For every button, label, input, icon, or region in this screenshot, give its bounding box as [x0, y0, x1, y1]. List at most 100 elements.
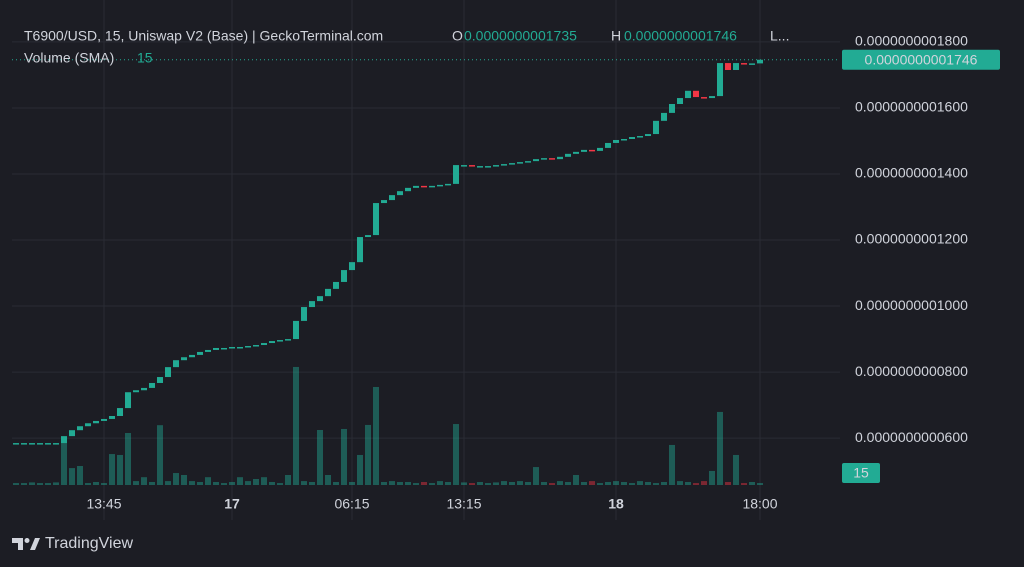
- x-tick-label: 18: [608, 496, 624, 512]
- volume-bar: [669, 444, 675, 485]
- logo-dot: [24, 538, 30, 543]
- candle-body: [61, 436, 67, 444]
- candle-body: [573, 151, 579, 154]
- candle-body: [69, 430, 75, 437]
- candle-body: [669, 103, 675, 113]
- volume-bar: [53, 482, 59, 485]
- volume-bar: [493, 482, 499, 485]
- volume-bar: [733, 454, 739, 485]
- volume-bar: [573, 474, 579, 485]
- candle-body: [533, 159, 539, 162]
- candle-body: [501, 164, 507, 166]
- candle-body: [429, 185, 435, 188]
- y-tick-label: 0.0000000001800: [855, 33, 968, 49]
- logo-mark: [30, 538, 40, 550]
- candle-body: [445, 183, 451, 186]
- candle-body: [485, 166, 491, 168]
- candle-body: [613, 139, 619, 143]
- volume-bar: [141, 477, 147, 485]
- volume-bar: [389, 481, 395, 485]
- volume-bar: [605, 482, 611, 485]
- candle-body: [125, 392, 131, 409]
- candle-body: [53, 443, 59, 445]
- volume-bar: [421, 482, 427, 485]
- candle-body: [725, 63, 731, 70]
- volume-value: 15: [137, 50, 153, 66]
- volume-bar: [277, 483, 283, 485]
- volume-bar: [397, 482, 403, 485]
- candle-body: [685, 90, 691, 99]
- candle-body: [293, 320, 299, 340]
- volume-bar: [85, 483, 91, 485]
- last-price-label: 0.0000000001746: [865, 51, 978, 67]
- volume-bar: [133, 481, 139, 485]
- candle-body: [509, 163, 515, 165]
- y-tick-label: 0.0000000000800: [855, 363, 968, 379]
- volume-bar: [653, 483, 659, 485]
- candle-body: [13, 443, 19, 445]
- volume-bar: [485, 483, 491, 485]
- candle-body: [181, 357, 187, 361]
- candle-body: [541, 158, 547, 160]
- volume-bar: [725, 482, 731, 485]
- volume-bar: [197, 482, 203, 485]
- candle-body: [221, 347, 227, 350]
- candle-body: [437, 184, 443, 187]
- candle-body: [693, 90, 699, 98]
- candle-body: [197, 351, 203, 355]
- x-tick-label: 18:00: [742, 496, 777, 512]
- volume-bar: [237, 477, 243, 485]
- high-value: 0.0000000001746: [624, 28, 737, 44]
- volume-bar: [429, 483, 435, 485]
- x-tick-label: 13:45: [86, 496, 121, 512]
- volume-bar: [557, 481, 563, 485]
- volume-pane: [13, 366, 763, 485]
- low-label: L...: [770, 28, 789, 44]
- volume-bar: [37, 483, 43, 485]
- volume-bar: [21, 483, 27, 485]
- volume-bar: [69, 468, 75, 485]
- volume-bar: [757, 483, 763, 485]
- grid: [12, 0, 840, 520]
- volume-label: Volume (SMA): [24, 50, 114, 66]
- last-price-box: [842, 49, 1000, 70]
- candle-body: [229, 346, 235, 349]
- y-tick-label: 0.0000000001400: [855, 165, 968, 181]
- x-tick-label: 17: [224, 496, 240, 512]
- volume-bar: [125, 433, 131, 485]
- candle-body: [341, 270, 347, 282]
- volume-bar: [61, 436, 67, 485]
- candle-body: [165, 367, 171, 378]
- volume-bar: [213, 482, 219, 485]
- x-tick-label: 06:15: [334, 496, 369, 512]
- candle-body: [269, 341, 275, 344]
- candle-body: [261, 343, 267, 346]
- candle-body: [365, 235, 371, 238]
- y-tick-label: 0.0000000001200: [855, 231, 968, 247]
- y-tick-label: 0.0000000001000: [855, 297, 968, 313]
- volume-bar: [405, 482, 411, 485]
- volume-bar: [645, 482, 651, 485]
- candle-body: [333, 281, 339, 289]
- candle-body: [581, 149, 587, 152]
- volume-bar: [589, 481, 595, 485]
- volume-bar: [149, 482, 155, 485]
- candle-body: [285, 339, 291, 341]
- candle-body: [517, 162, 523, 164]
- volume-bar: [381, 482, 387, 485]
- volume-bar: [357, 454, 363, 485]
- volume-bar: [445, 482, 451, 485]
- candle-body: [301, 307, 307, 321]
- candle-body: [245, 346, 251, 348]
- candle-body: [629, 137, 635, 139]
- volume-bar: [189, 481, 195, 485]
- volume-bar: [549, 483, 555, 485]
- candle-body: [565, 153, 571, 157]
- candle-body: [733, 63, 739, 70]
- high-label: H: [611, 28, 621, 44]
- volume-bar: [205, 477, 211, 485]
- volume-bar: [101, 483, 107, 485]
- volume-bar: [317, 430, 323, 485]
- volume-bar: [245, 481, 251, 485]
- volume-bar: [109, 454, 115, 485]
